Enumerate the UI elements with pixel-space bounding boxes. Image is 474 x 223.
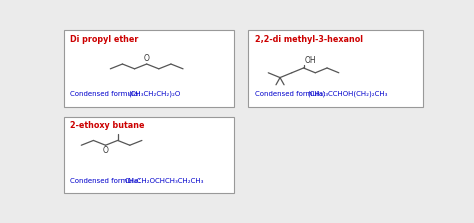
Text: O: O xyxy=(102,146,109,155)
FancyBboxPatch shape xyxy=(64,30,235,107)
Text: CH₃CH₂OCHCH₃CH₂CH₃: CH₃CH₂OCHCH₃CH₂CH₃ xyxy=(124,178,204,184)
Text: Condensed formula:: Condensed formula: xyxy=(255,91,326,97)
Text: Di propyl ether: Di propyl ether xyxy=(70,35,139,44)
Text: 2,2-di methyl-3-hexanol: 2,2-di methyl-3-hexanol xyxy=(255,35,363,44)
Text: OH: OH xyxy=(305,56,317,65)
Text: (CH₃CH₂CH₂)₂O: (CH₃CH₂CH₂)₂O xyxy=(128,91,180,97)
Text: O: O xyxy=(144,54,150,63)
FancyBboxPatch shape xyxy=(64,117,235,193)
Text: Condensed formula:: Condensed formula: xyxy=(70,91,141,97)
Text: Condensed formula:: Condensed formula: xyxy=(70,178,141,184)
FancyBboxPatch shape xyxy=(248,30,423,107)
Text: 2-ethoxy butane: 2-ethoxy butane xyxy=(70,121,145,130)
Text: (CH₃)₃CCHOH(CH₂)₂CH₃: (CH₃)₃CCHOH(CH₂)₂CH₃ xyxy=(307,91,388,97)
